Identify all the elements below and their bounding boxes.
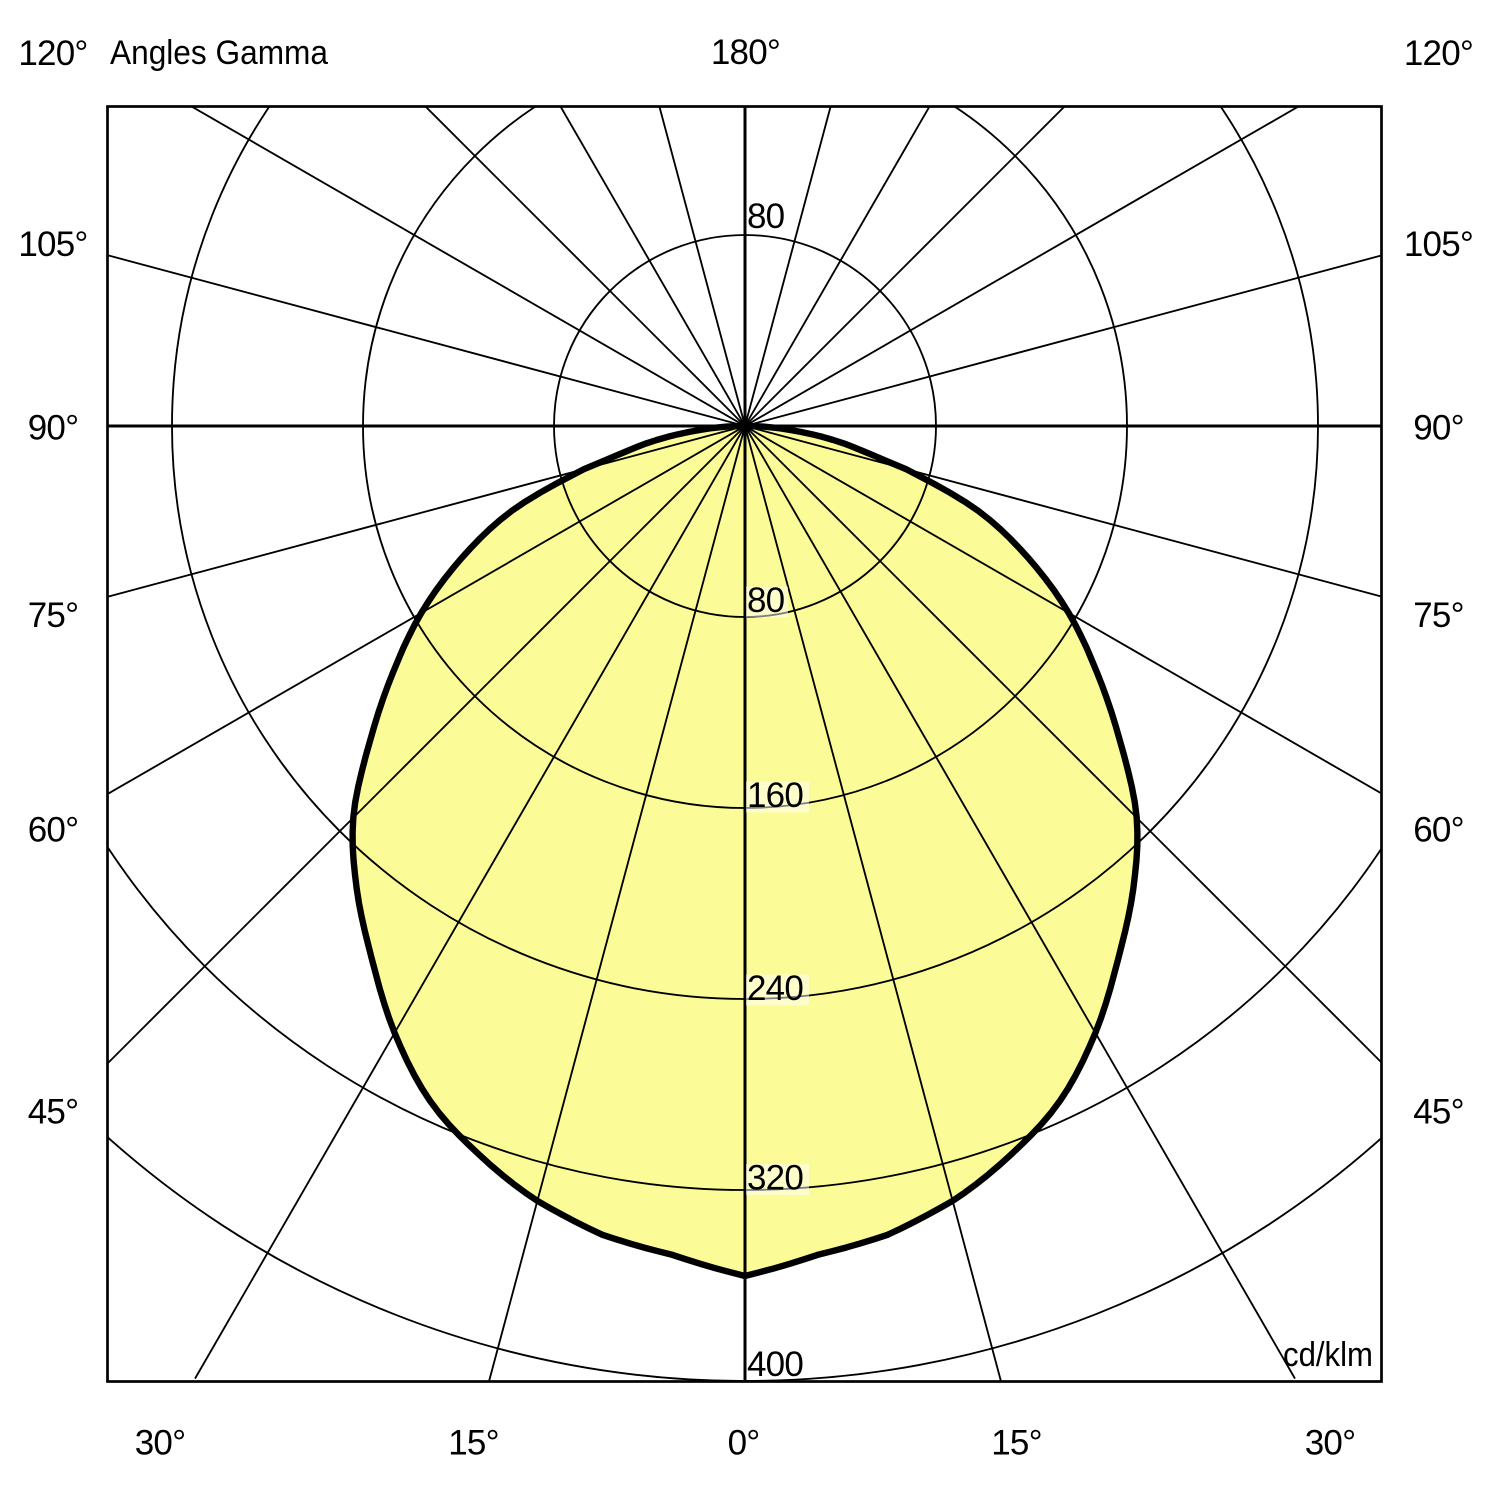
svg-text:Angles Gamma: Angles Gamma (110, 34, 328, 72)
svg-text:105°: 105° (18, 225, 87, 264)
svg-text:160: 160 (747, 776, 803, 815)
svg-text:15°: 15° (448, 1424, 499, 1463)
svg-text:105°: 105° (1404, 225, 1473, 264)
svg-text:45°: 45° (28, 1093, 79, 1132)
svg-text:320: 320 (747, 1159, 803, 1198)
svg-text:30°: 30° (1305, 1424, 1356, 1463)
svg-text:90°: 90° (1413, 409, 1464, 448)
svg-text:0°: 0° (728, 1424, 760, 1463)
svg-text:240: 240 (747, 969, 803, 1008)
svg-text:30°: 30° (135, 1424, 186, 1463)
svg-text:90°: 90° (28, 409, 79, 448)
svg-text:60°: 60° (28, 811, 79, 850)
svg-text:120°: 120° (1404, 34, 1473, 73)
svg-text:cd/klm: cd/klm (1283, 1336, 1373, 1374)
svg-text:80: 80 (747, 197, 785, 236)
svg-text:75°: 75° (1413, 596, 1464, 635)
svg-text:45°: 45° (1413, 1093, 1464, 1132)
svg-text:400: 400 (747, 1345, 803, 1384)
svg-text:15°: 15° (991, 1424, 1042, 1463)
svg-text:75°: 75° (28, 596, 79, 635)
svg-text:80: 80 (747, 581, 785, 620)
svg-text:120°: 120° (18, 34, 87, 73)
svg-text:60°: 60° (1413, 811, 1464, 850)
svg-text:180°: 180° (711, 33, 780, 72)
